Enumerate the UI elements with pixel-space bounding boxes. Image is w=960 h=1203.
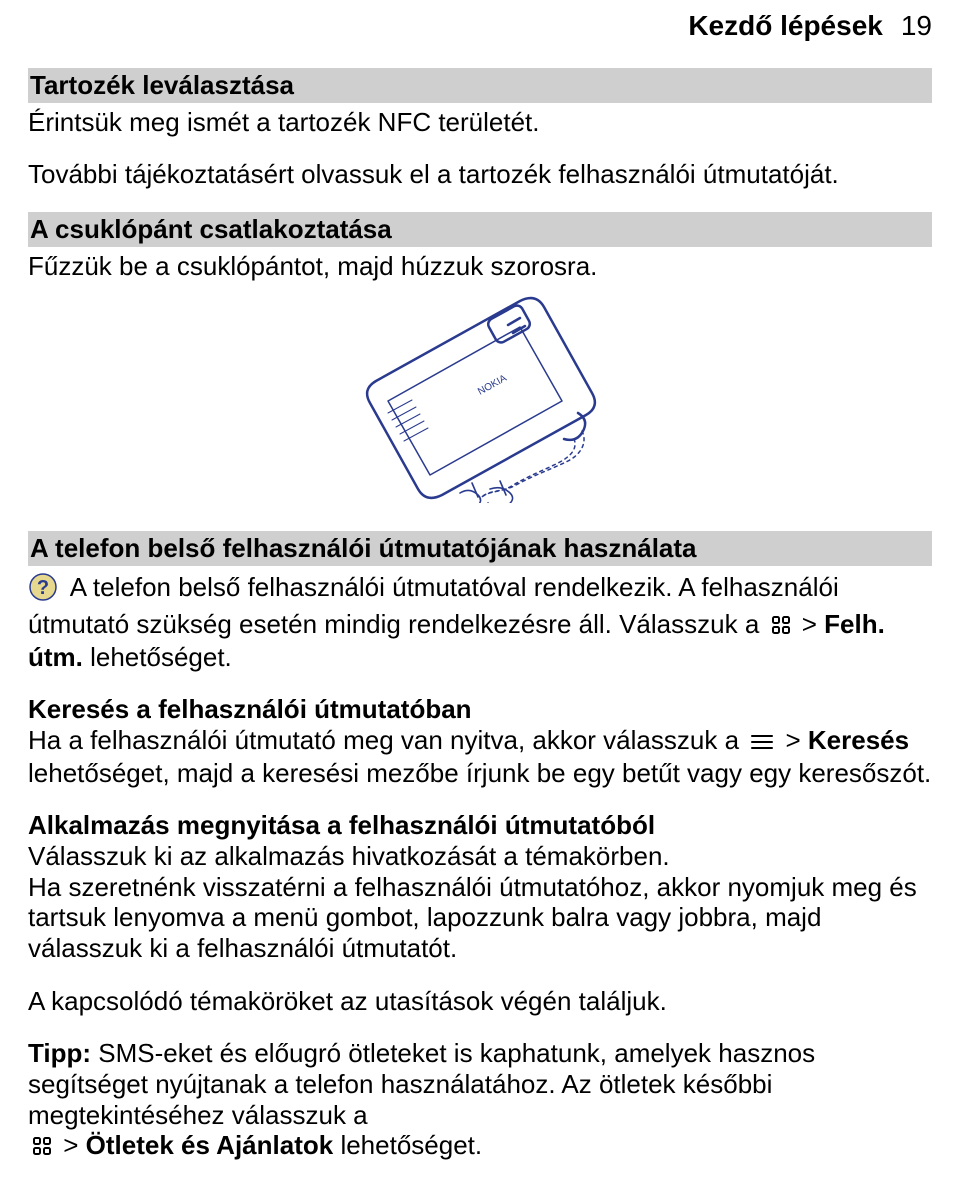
page-header: Kezdő lépések 19: [28, 10, 932, 42]
tip-text1: SMS-eket és előugró ötleteket is kaphatu…: [28, 1038, 815, 1129]
heading-belso-utmutato: A telefon belső felhasználói útmutatóján…: [28, 531, 932, 566]
menu-grid-icon: [771, 611, 791, 642]
phone-strap-illustration: NOKIA: [28, 293, 932, 503]
tip-gt: >: [56, 1130, 86, 1160]
heading-kereses: Keresés a felhasználói útmutatóban: [28, 694, 932, 725]
text-belso-1a: A telefon belső felhasználói útmutatóval…: [28, 572, 839, 639]
tip-block: Tipp: SMS-eket és előugró ötleteket is k…: [28, 1038, 932, 1163]
heading-alkalmazas: Alkalmazás megnyitása a felhasználói útm…: [28, 810, 932, 841]
body-tartozek-levalasztasa: Érintsük meg ismét a tartozék NFC terüle…: [28, 107, 932, 138]
header-section-title: Kezdő lépések: [688, 10, 883, 42]
body-belso-utmutato: ? A telefon belső felhasználói útmutatóv…: [28, 572, 932, 672]
svg-text:NOKIA: NOKIA: [476, 373, 509, 398]
svg-text:?: ?: [37, 577, 49, 599]
text-kereses-1a: Ha a felhasználói útmutató meg van nyitv…: [28, 725, 746, 755]
heading-csuklopant: A csuklópánt csatlakoztatása: [28, 212, 932, 247]
block-kereses: Keresés a felhasználói útmutatóban Ha a …: [28, 694, 932, 788]
body-csuklopant: Fűzzük be a csuklópántot, majd húzzuk sz…: [28, 251, 932, 282]
header-page-number: 19: [901, 10, 932, 42]
text-belso-1d: lehetőséget.: [83, 642, 232, 672]
body-tovabbi-tajekoztatas: További tájékoztatásért olvassuk el a ta…: [28, 159, 932, 190]
tip-label: Tipp:: [28, 1038, 98, 1068]
text-kereses-bold: Keresés: [808, 725, 909, 755]
phone-strap-svg: NOKIA: [330, 293, 630, 503]
heading-tartozek-levalasztasa: Tartozék leválasztása: [28, 68, 932, 103]
options-icon: [750, 727, 774, 758]
text-alkalmazas-line2: Ha szeretnénk visszatérni a felhasználói…: [28, 872, 932, 964]
page: Kezdő lépések 19 Tartozék leválasztása É…: [0, 0, 960, 1203]
block-alkalmazas: Alkalmazás megnyitása a felhasználói útm…: [28, 810, 932, 963]
menu-grid-icon-2: [32, 1132, 52, 1163]
body-kapcsolodo: A kapcsolódó témaköröket az utasítások v…: [28, 986, 932, 1017]
text-kereses-gt: >: [778, 725, 808, 755]
tip-text4: lehetőséget.: [333, 1130, 482, 1160]
text-kereses-1d: lehetőséget, majd a keresési mezőbe írju…: [28, 758, 931, 788]
help-icon: ?: [28, 572, 58, 609]
text-alkalmazas-line1: Válasszuk ki az alkalmazás hivatkozását …: [28, 841, 932, 872]
text-belso-gt: >: [795, 609, 825, 639]
tip-bold: Ötletek és Ajánlatok: [86, 1130, 334, 1160]
